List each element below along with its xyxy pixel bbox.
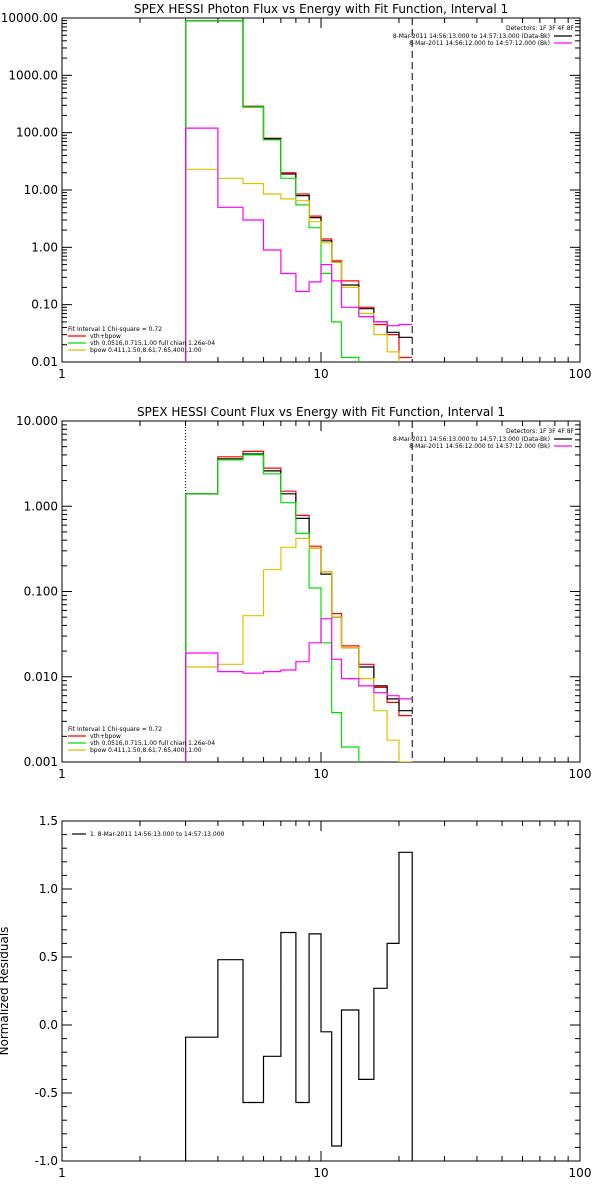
- legend-label: vth+bpow: [90, 333, 121, 340]
- chart-panel-3: Normalized Residuals 1 10 100 -1.0 -0.5 0.0 0.5…: [0, 814, 592, 1180]
- time-legend-label: 8-Mar-2011 14:56:13.000 to 14:57:13.000 …: [393, 33, 550, 40]
- y-tick-label: 1.0: [39, 882, 58, 896]
- series-line-1: [185, 450, 413, 762]
- time-legend-label: 8-Mar-2011 14:56:12.000 to 14:57:12.000 …: [409, 40, 550, 47]
- legend-label: bpow 0.411,1.50,8.61,7.65,400.,1.00: [90, 347, 202, 354]
- y-tick-label: 0.0: [39, 1018, 58, 1032]
- legend-label: vth 0.0516,0.715,1.00 full chian 1.26e-0…: [90, 340, 215, 347]
- data-area: [185, 421, 413, 762]
- detectors-label: Detectors: 1F 3F 4F 8F: [506, 25, 575, 32]
- chart-title: SPEX HESSI Count Flux vs Energy with Fit…: [137, 405, 505, 419]
- data-area: [185, 851, 413, 1161]
- y-tick-label: 0.5: [39, 950, 58, 964]
- y-tick-label: 100.00: [16, 126, 58, 140]
- data-area: [185, 18, 413, 362]
- x-tick-label: 100: [569, 367, 592, 381]
- x-tick-label: 10: [313, 367, 328, 381]
- x-tick-label: 100: [569, 1166, 592, 1180]
- y-tick-label: 0.01: [31, 355, 58, 369]
- fit-info-label: Fit Interval 1 Chi-square = 0.72: [68, 726, 162, 733]
- legend-label: vth 0.0516,0.715,1.00 full chian 1.26e-0…: [90, 740, 215, 747]
- y-axis-label: Normalized Residuals: [0, 927, 11, 1056]
- x-tick-label: 10: [313, 767, 328, 781]
- legend-label: bpow 0.411,1.50,8.61,7.65,400.,1.00: [90, 747, 202, 754]
- series-line-4: [185, 168, 400, 362]
- y-tick-label: -1.0: [35, 1154, 58, 1168]
- chart-panel-2: SPEX HESSI Count Flux vs Energy with Fit…: [16, 405, 592, 781]
- x-tick-label: 1: [58, 367, 66, 381]
- x-tick-label: 100: [569, 767, 592, 781]
- y-tick-label: 10.000: [16, 414, 58, 428]
- y-tick-label: 1.00: [31, 240, 58, 254]
- y-tick-label: 1.5: [39, 814, 58, 828]
- series-line-5: [185, 618, 413, 762]
- chart-panel-1: SPEX HESSI Photon Flux vs Energy with Fi…: [1, 2, 592, 381]
- y-tick-label: 0.001: [24, 755, 58, 769]
- y-tick-label: 0.100: [24, 585, 58, 599]
- time-legend-label: 8-Mar-2011 14:56:12.000 to 14:57:12.000 …: [409, 443, 550, 450]
- y-tick-label: 1.000: [24, 499, 58, 513]
- series-line-3: [185, 20, 360, 362]
- y-tick-label: 1000.00: [8, 68, 58, 82]
- y-tick-label: 10.00: [24, 183, 58, 197]
- series-line-4: [185, 537, 413, 762]
- chart-title: SPEX HESSI Photon Flux vs Energy with Fi…: [134, 2, 508, 16]
- series-line-1: [185, 851, 413, 1161]
- x-tick-label: 1: [58, 1166, 66, 1180]
- detectors-label: Detectors: 1F 3F 4F 8F: [506, 428, 575, 435]
- x-tick-label: 1: [58, 767, 66, 781]
- series-line-5: [185, 127, 413, 362]
- plot-frame: [61, 17, 581, 363]
- y-tick-label: -0.5: [35, 1086, 58, 1100]
- legend-label: 1. 8-Mar-2011 14:56:13.000 to 14:57:13.0…: [90, 831, 225, 838]
- series-line-3: [185, 454, 360, 762]
- y-tick-label: 10000.00: [1, 11, 58, 25]
- legend-label: vth+bpow: [90, 733, 121, 740]
- y-tick-label: 0.010: [24, 670, 58, 684]
- time-legend-label: 8-Mar-2011 14:56:13.000 to 14:57:13.000 …: [393, 436, 550, 443]
- series-line-2: [185, 453, 413, 762]
- y-tick-label: 0.10: [31, 298, 58, 312]
- fit-info-label: Fit Interval 1 Chi-square = 0.72: [68, 326, 162, 333]
- x-tick-label: 10: [313, 1166, 328, 1180]
